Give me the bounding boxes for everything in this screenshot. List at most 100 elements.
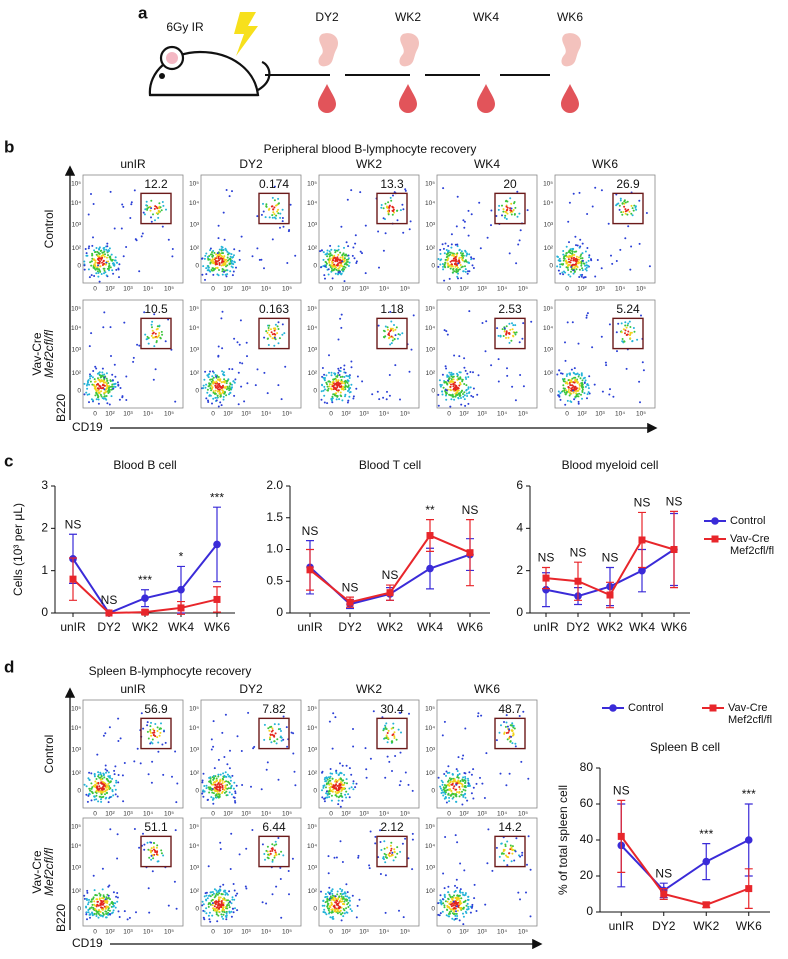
event-dot [338,398,340,400]
event-dot [208,781,210,783]
event-dot [450,384,452,386]
event-dot [268,325,270,327]
event-dot [233,248,235,250]
event-dot [496,847,498,849]
x-tick-label: 0 [211,411,215,418]
event-dot [132,361,134,363]
event-dot [478,374,480,376]
event-dot [444,788,446,790]
event-dot [222,772,224,774]
x-tick-label: 10² [577,411,587,418]
event-dot [578,387,580,389]
plot-frame [319,700,419,808]
event-dot [339,762,341,764]
event-dot [282,854,284,856]
event-dot [323,909,325,911]
event-dot [219,794,221,796]
event-dot [332,791,334,793]
event-dot [340,806,342,808]
event-dot [228,389,230,391]
event-dot [85,392,87,394]
event-dot [490,210,492,212]
event-dot [530,915,532,917]
event-dot [586,317,588,319]
event-dot [326,906,328,908]
event-dot [441,789,443,791]
event-dot [392,723,394,725]
event-dot [226,788,228,790]
x-tick-label: 10³ [359,411,369,418]
x-tick-label: 0 [565,411,569,418]
event-dot [412,833,414,835]
event-dot [225,714,227,716]
event-dot [221,250,223,252]
event-dot [206,787,208,789]
event-dot [222,311,224,313]
event-dot [410,220,412,222]
event-dot [442,263,444,265]
event-dot [114,765,116,767]
event-dot [321,249,323,251]
panel-title: Spleen B-lymphocyte recovery [89,664,252,678]
event-dot [469,371,471,373]
event-dot [284,366,286,368]
event-dot [442,795,444,797]
event-dot [586,315,588,317]
event-dot [104,906,106,908]
event-dot [325,786,327,788]
event-dot [582,386,584,388]
event-dot [343,247,345,249]
significance-label: NS [342,580,359,594]
event-dot [515,262,517,264]
event-dot [152,739,154,741]
event-dot [231,368,233,370]
chart-title: Blood B cell [113,458,176,472]
event-dot [588,256,590,258]
event-dot [93,275,95,277]
event-dot [323,251,325,253]
event-dot [115,793,117,795]
event-dot [455,897,457,899]
event-dot [87,909,89,911]
event-dot [329,381,331,383]
event-dot [146,338,148,340]
event-dot [343,774,345,776]
x-tick-label: 10⁴ [261,811,271,818]
event-dot [175,829,177,831]
event-dot [511,322,513,324]
event-dot [635,209,637,211]
event-dot [335,379,337,381]
event-dot [221,370,223,372]
x-tick-label: WK4 [168,620,194,634]
event-dot [567,265,569,267]
event-dot [118,910,120,912]
x-tick-label: 10⁴ [379,929,389,936]
timepoint-label: WK4 [473,10,499,24]
event-dot [482,322,484,324]
event-dot [460,902,462,904]
event-dot [498,335,500,337]
event-dot [455,385,457,387]
event-dot [387,741,389,743]
event-dot [229,906,231,908]
event-dot [328,887,330,889]
event-dot [97,911,99,913]
event-dot [572,248,574,250]
event-dot [459,257,461,259]
event-dot [100,387,102,389]
data-point [177,586,185,594]
event-dot [247,712,249,714]
event-dot [154,723,156,725]
legend-label: Vav-Cre Mef2cfl/fl [728,702,788,726]
event-dot [219,249,221,251]
x-tick-label: 10³ [123,929,133,936]
event-dot [476,394,478,396]
event-dot [151,847,153,849]
event-dot [341,800,343,802]
event-dot [212,386,214,388]
x-tick-label: 10⁵ [164,811,174,818]
event-dot [146,724,148,726]
event-dot [354,257,356,259]
event-dot [587,312,589,314]
event-dot [560,263,562,265]
